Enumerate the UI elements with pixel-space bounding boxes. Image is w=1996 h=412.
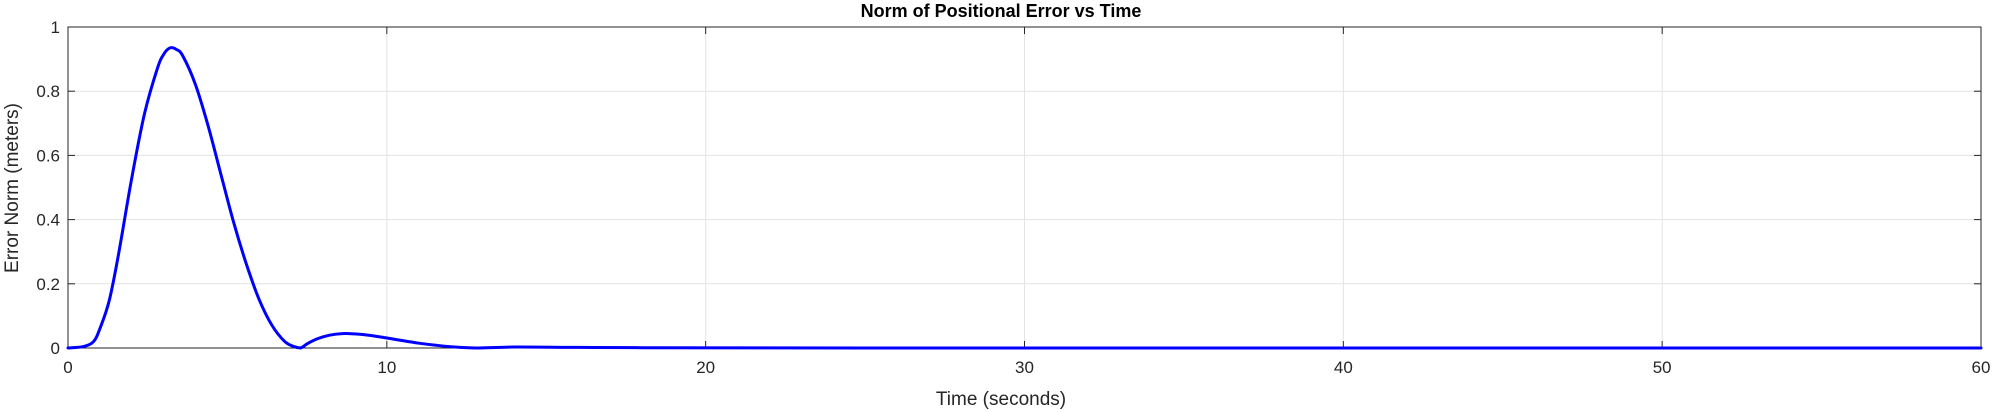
x-tick-labels: 0 10 20 30 40 50 60 (63, 358, 1990, 377)
x-tick-label: 20 (696, 358, 715, 377)
y-tick-labels: 0 0.2 0.4 0.6 0.8 1 (36, 18, 60, 358)
x-axis-label: Time (seconds) (936, 389, 1066, 410)
x-tick-label: 60 (1972, 358, 1991, 377)
x-tick-label: 0 (63, 358, 72, 377)
x-tick-label: 30 (1015, 358, 1034, 377)
x-tick-label: 10 (377, 358, 396, 377)
y-tick-label: 0.8 (36, 82, 60, 101)
y-tick-label: 0.6 (36, 146, 60, 165)
chart-title: Norm of Positional Error vs Time (861, 1, 1142, 21)
x-tick-label: 40 (1334, 358, 1353, 377)
y-tick-label: 0 (51, 339, 60, 358)
series-line (66, 46, 1983, 350)
y-tick-label: 1 (51, 18, 60, 37)
y-tick-label: 0.2 (36, 275, 60, 294)
y-axis-label: Error Norm (meters) (2, 103, 23, 273)
y-tick-label: 0.4 (36, 211, 60, 230)
x-tick-label: 50 (1653, 358, 1672, 377)
grid-lines (67, 26, 1982, 349)
